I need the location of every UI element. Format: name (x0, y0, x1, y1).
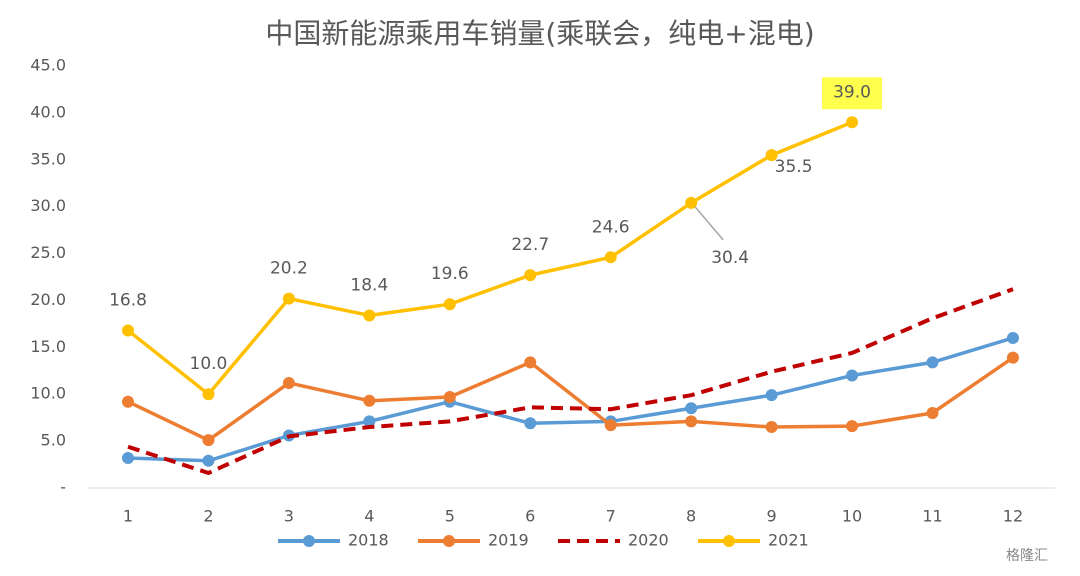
data-label: 35.5 (775, 157, 813, 177)
y-tick-label: 30.0 (30, 196, 66, 215)
y-tick-label: 20.0 (30, 290, 66, 309)
x-tick-label: 10 (842, 507, 862, 526)
y-tick-label: - (60, 478, 66, 497)
point (604, 419, 617, 432)
x-tick-label: 7 (606, 507, 616, 526)
point (926, 406, 939, 419)
legend-label: 2021 (768, 531, 809, 550)
x-tick-label: 8 (686, 507, 696, 526)
point (846, 420, 859, 433)
data-label: 39.0 (833, 82, 871, 102)
point (282, 376, 295, 389)
data-label: 16.8 (109, 290, 147, 310)
point (282, 292, 295, 305)
point (926, 356, 939, 369)
chart-title: 中国新能源乘用车销量(乘联会，纯电+混电) (265, 17, 814, 50)
y-tick-label: 25.0 (30, 243, 66, 262)
y-tick-label: 15.0 (30, 337, 66, 356)
point (765, 149, 778, 162)
point (524, 269, 537, 282)
legend-label: 2020 (628, 531, 669, 550)
legend-marker (443, 535, 455, 547)
point (363, 394, 376, 407)
y-tick-label: 35.0 (30, 149, 66, 168)
point (443, 391, 456, 404)
point (1006, 331, 1019, 344)
point (524, 356, 537, 369)
data-label: 24.6 (592, 217, 630, 237)
x-tick-label: 9 (767, 507, 777, 526)
series-line (126, 120, 853, 396)
point (685, 415, 698, 428)
point (846, 369, 859, 382)
x-tick-label: 11 (922, 507, 942, 526)
series-line (127, 287, 1014, 475)
y-tick-label: 45.0 (30, 56, 66, 75)
point (765, 421, 778, 434)
point (122, 395, 134, 408)
y-tick-label: 5.0 (41, 431, 66, 450)
y-tick-label: 10.0 (30, 384, 66, 403)
point (443, 298, 456, 311)
point (685, 402, 698, 415)
data-label: 20.2 (270, 259, 308, 279)
point (524, 417, 537, 430)
x-tick-label: 3 (284, 507, 294, 526)
label-highlight (822, 77, 883, 110)
point (122, 451, 134, 464)
x-tick-label: 4 (364, 507, 374, 526)
legend-marker (303, 535, 315, 547)
data-label: 30.4 (711, 248, 749, 268)
data-label: 22.7 (511, 235, 549, 255)
leader-line (694, 206, 724, 241)
data-label: 10.0 (190, 354, 228, 374)
legend-marker (723, 535, 735, 547)
x-tick-label: 6 (525, 507, 535, 526)
point (363, 415, 376, 428)
y-tick-label: 40.0 (30, 102, 66, 121)
point (1006, 351, 1019, 364)
legend-label: 2018 (348, 531, 389, 550)
point (202, 434, 215, 447)
point (685, 196, 698, 209)
point (122, 324, 134, 337)
series-line (127, 356, 1014, 442)
data-label: 19.6 (431, 264, 469, 284)
data-label: 18.4 (350, 275, 388, 295)
point (604, 251, 617, 264)
x-tick-label: 5 (445, 507, 455, 526)
point (765, 389, 778, 402)
point (846, 116, 859, 129)
point (363, 309, 376, 322)
point (202, 454, 215, 467)
legend-label: 2019 (488, 531, 529, 550)
x-tick-label: 1 (123, 507, 133, 526)
watermark: 格隆汇 (1006, 548, 1048, 564)
x-tick-label: 2 (203, 507, 213, 526)
series-line (127, 336, 1014, 463)
point (202, 388, 215, 401)
x-tick-label: 12 (1003, 507, 1023, 526)
